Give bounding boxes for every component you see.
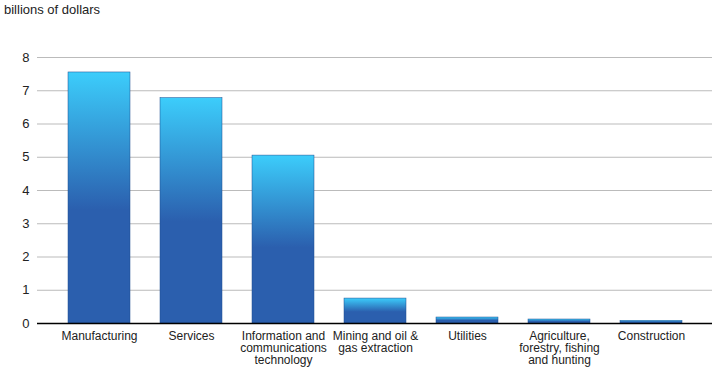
svg-text:8: 8 [22,50,29,65]
svg-text:Information andcommunicationst: Information andcommunicationstechnology [240,329,327,367]
svg-text:Mining and oil &gas extraction: Mining and oil &gas extraction [333,329,418,355]
svg-text:Construction: Construction [618,329,685,343]
svg-text:7: 7 [22,83,29,98]
svg-text:3: 3 [22,216,29,231]
svg-text:1: 1 [22,282,29,297]
svg-text:Utilities: Utilities [448,329,487,343]
svg-text:4: 4 [22,183,29,198]
html-text:billions of dollars: billions of dollars [4,2,101,17]
svg-text:Manufacturing: Manufacturing [61,329,137,343]
svg-text:0: 0 [22,316,29,331]
svg-text:6: 6 [22,116,29,131]
svg-text:Agriculture,forestry, fishinga: Agriculture,forestry, fishingand hunting [519,329,599,367]
svg-text:2: 2 [22,249,29,264]
svg-text:5: 5 [22,149,29,164]
svg-text:Services: Services [168,329,214,343]
